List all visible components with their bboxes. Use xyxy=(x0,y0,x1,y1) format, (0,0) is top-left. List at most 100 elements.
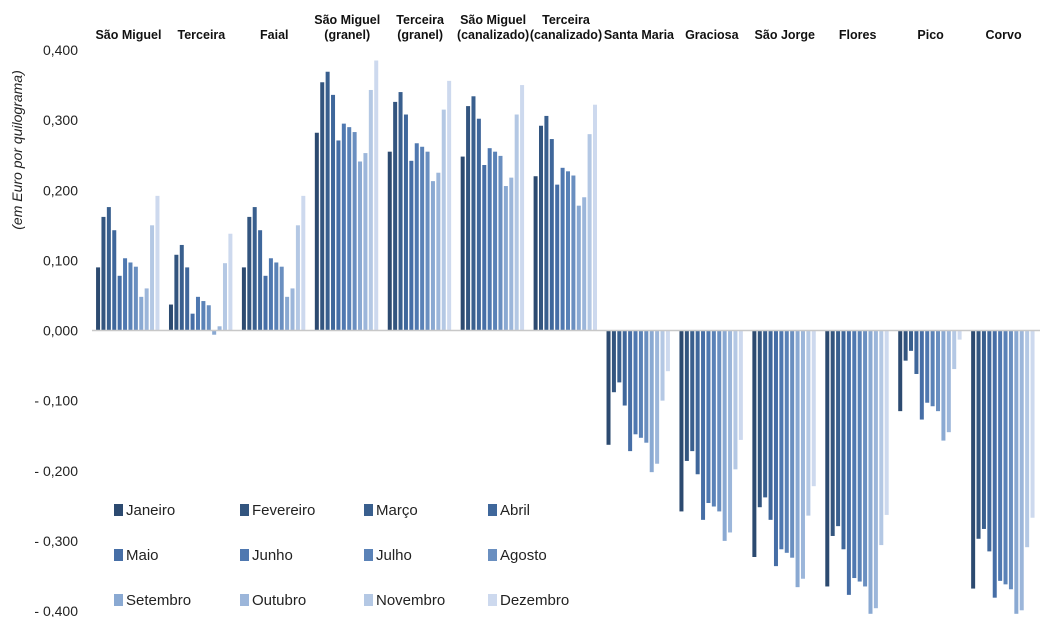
category-label-line: São Miguel xyxy=(314,13,380,27)
bar xyxy=(582,197,587,331)
bar xyxy=(825,330,830,587)
bar xyxy=(487,148,492,331)
bar xyxy=(611,330,616,393)
bar xyxy=(241,267,246,331)
bar xyxy=(706,330,711,504)
bar xyxy=(836,330,841,527)
y-tick-label: 0,300 xyxy=(43,112,78,128)
category-label: São Miguel xyxy=(95,28,161,42)
bar xyxy=(285,296,290,331)
bar xyxy=(295,225,300,331)
bar xyxy=(539,125,543,331)
bar xyxy=(279,266,284,331)
legend-swatch xyxy=(364,594,373,606)
category-label: Flores xyxy=(839,28,877,42)
category-label-line: (granel) xyxy=(324,28,370,42)
bar xyxy=(768,330,773,520)
legend-label: Outubro xyxy=(252,592,306,609)
bar xyxy=(560,167,565,331)
legend-label: Maio xyxy=(126,547,159,564)
y-tick-label: - 0,300 xyxy=(34,533,78,549)
category-label: Corvo xyxy=(985,28,1021,42)
bar xyxy=(155,195,160,331)
bar xyxy=(649,330,654,473)
bar xyxy=(903,330,908,361)
category-label: São Miguel (canalizado) xyxy=(457,13,529,42)
bar xyxy=(341,123,346,331)
y-tick-label: 0,400 xyxy=(43,42,78,58)
bar xyxy=(314,132,319,331)
bar xyxy=(252,207,257,331)
bar xyxy=(733,330,738,470)
bar xyxy=(150,225,155,331)
bar xyxy=(690,330,695,452)
bar xyxy=(633,330,638,435)
bar xyxy=(325,71,330,331)
bar xyxy=(930,330,935,407)
bar xyxy=(593,104,597,331)
bar xyxy=(409,160,414,331)
category-label: Terceira (canalizado) xyxy=(530,13,602,42)
bar xyxy=(952,330,957,370)
category-label-line: São Miguel xyxy=(460,13,526,27)
bar xyxy=(728,330,733,533)
category-label: Faial xyxy=(260,28,289,42)
legend-swatch xyxy=(114,594,123,606)
category-label-line: (canalizado) xyxy=(457,28,529,42)
bar xyxy=(476,118,481,331)
legend-label: Dezembro xyxy=(500,592,569,609)
legend-label: Agosto xyxy=(500,547,547,564)
bar xyxy=(795,330,800,588)
legend-label: Março xyxy=(376,502,418,519)
bar xyxy=(909,330,914,351)
bar xyxy=(987,330,992,552)
bar xyxy=(976,330,981,539)
bar xyxy=(606,330,611,445)
category-label-line: Terceira xyxy=(396,13,445,27)
bar xyxy=(509,177,514,331)
bar xyxy=(544,115,549,331)
bar xyxy=(711,330,716,507)
category-label: Terceira (granel) xyxy=(396,13,445,42)
bar xyxy=(201,301,206,331)
bar xyxy=(806,330,811,516)
bar xyxy=(336,140,341,331)
bar xyxy=(679,330,684,512)
category-label: Graciosa xyxy=(685,28,740,42)
bar xyxy=(638,330,643,438)
bar xyxy=(320,82,325,331)
y-tick-label: 0,000 xyxy=(43,323,78,339)
bar xyxy=(258,230,263,331)
bar xyxy=(174,254,179,331)
bar xyxy=(773,330,778,567)
bar xyxy=(430,181,435,331)
bar xyxy=(1003,330,1008,585)
bar xyxy=(757,330,762,508)
bar xyxy=(493,151,498,331)
bar xyxy=(301,195,306,331)
bar xyxy=(139,296,144,331)
bar xyxy=(738,330,743,440)
y-tick-label: - 0,100 xyxy=(34,393,78,409)
bar xyxy=(368,89,373,331)
bar xyxy=(112,230,117,331)
bar xyxy=(628,330,633,452)
bar xyxy=(763,330,768,498)
bar xyxy=(533,176,538,331)
bar xyxy=(665,330,670,372)
category-label-line: Terceira xyxy=(542,13,591,27)
bar xyxy=(852,330,857,579)
bar xyxy=(1019,330,1024,611)
bar xyxy=(868,330,873,614)
bar xyxy=(644,330,649,443)
bar xyxy=(393,101,398,331)
y-tick-label: 0,100 xyxy=(43,252,78,268)
y-tick-label: 0,200 xyxy=(43,182,78,198)
bar xyxy=(1025,330,1030,548)
bar xyxy=(830,330,835,536)
bar xyxy=(403,114,408,331)
bar xyxy=(123,258,128,331)
legend-label: Janeiro xyxy=(126,502,175,519)
bar xyxy=(925,330,930,403)
